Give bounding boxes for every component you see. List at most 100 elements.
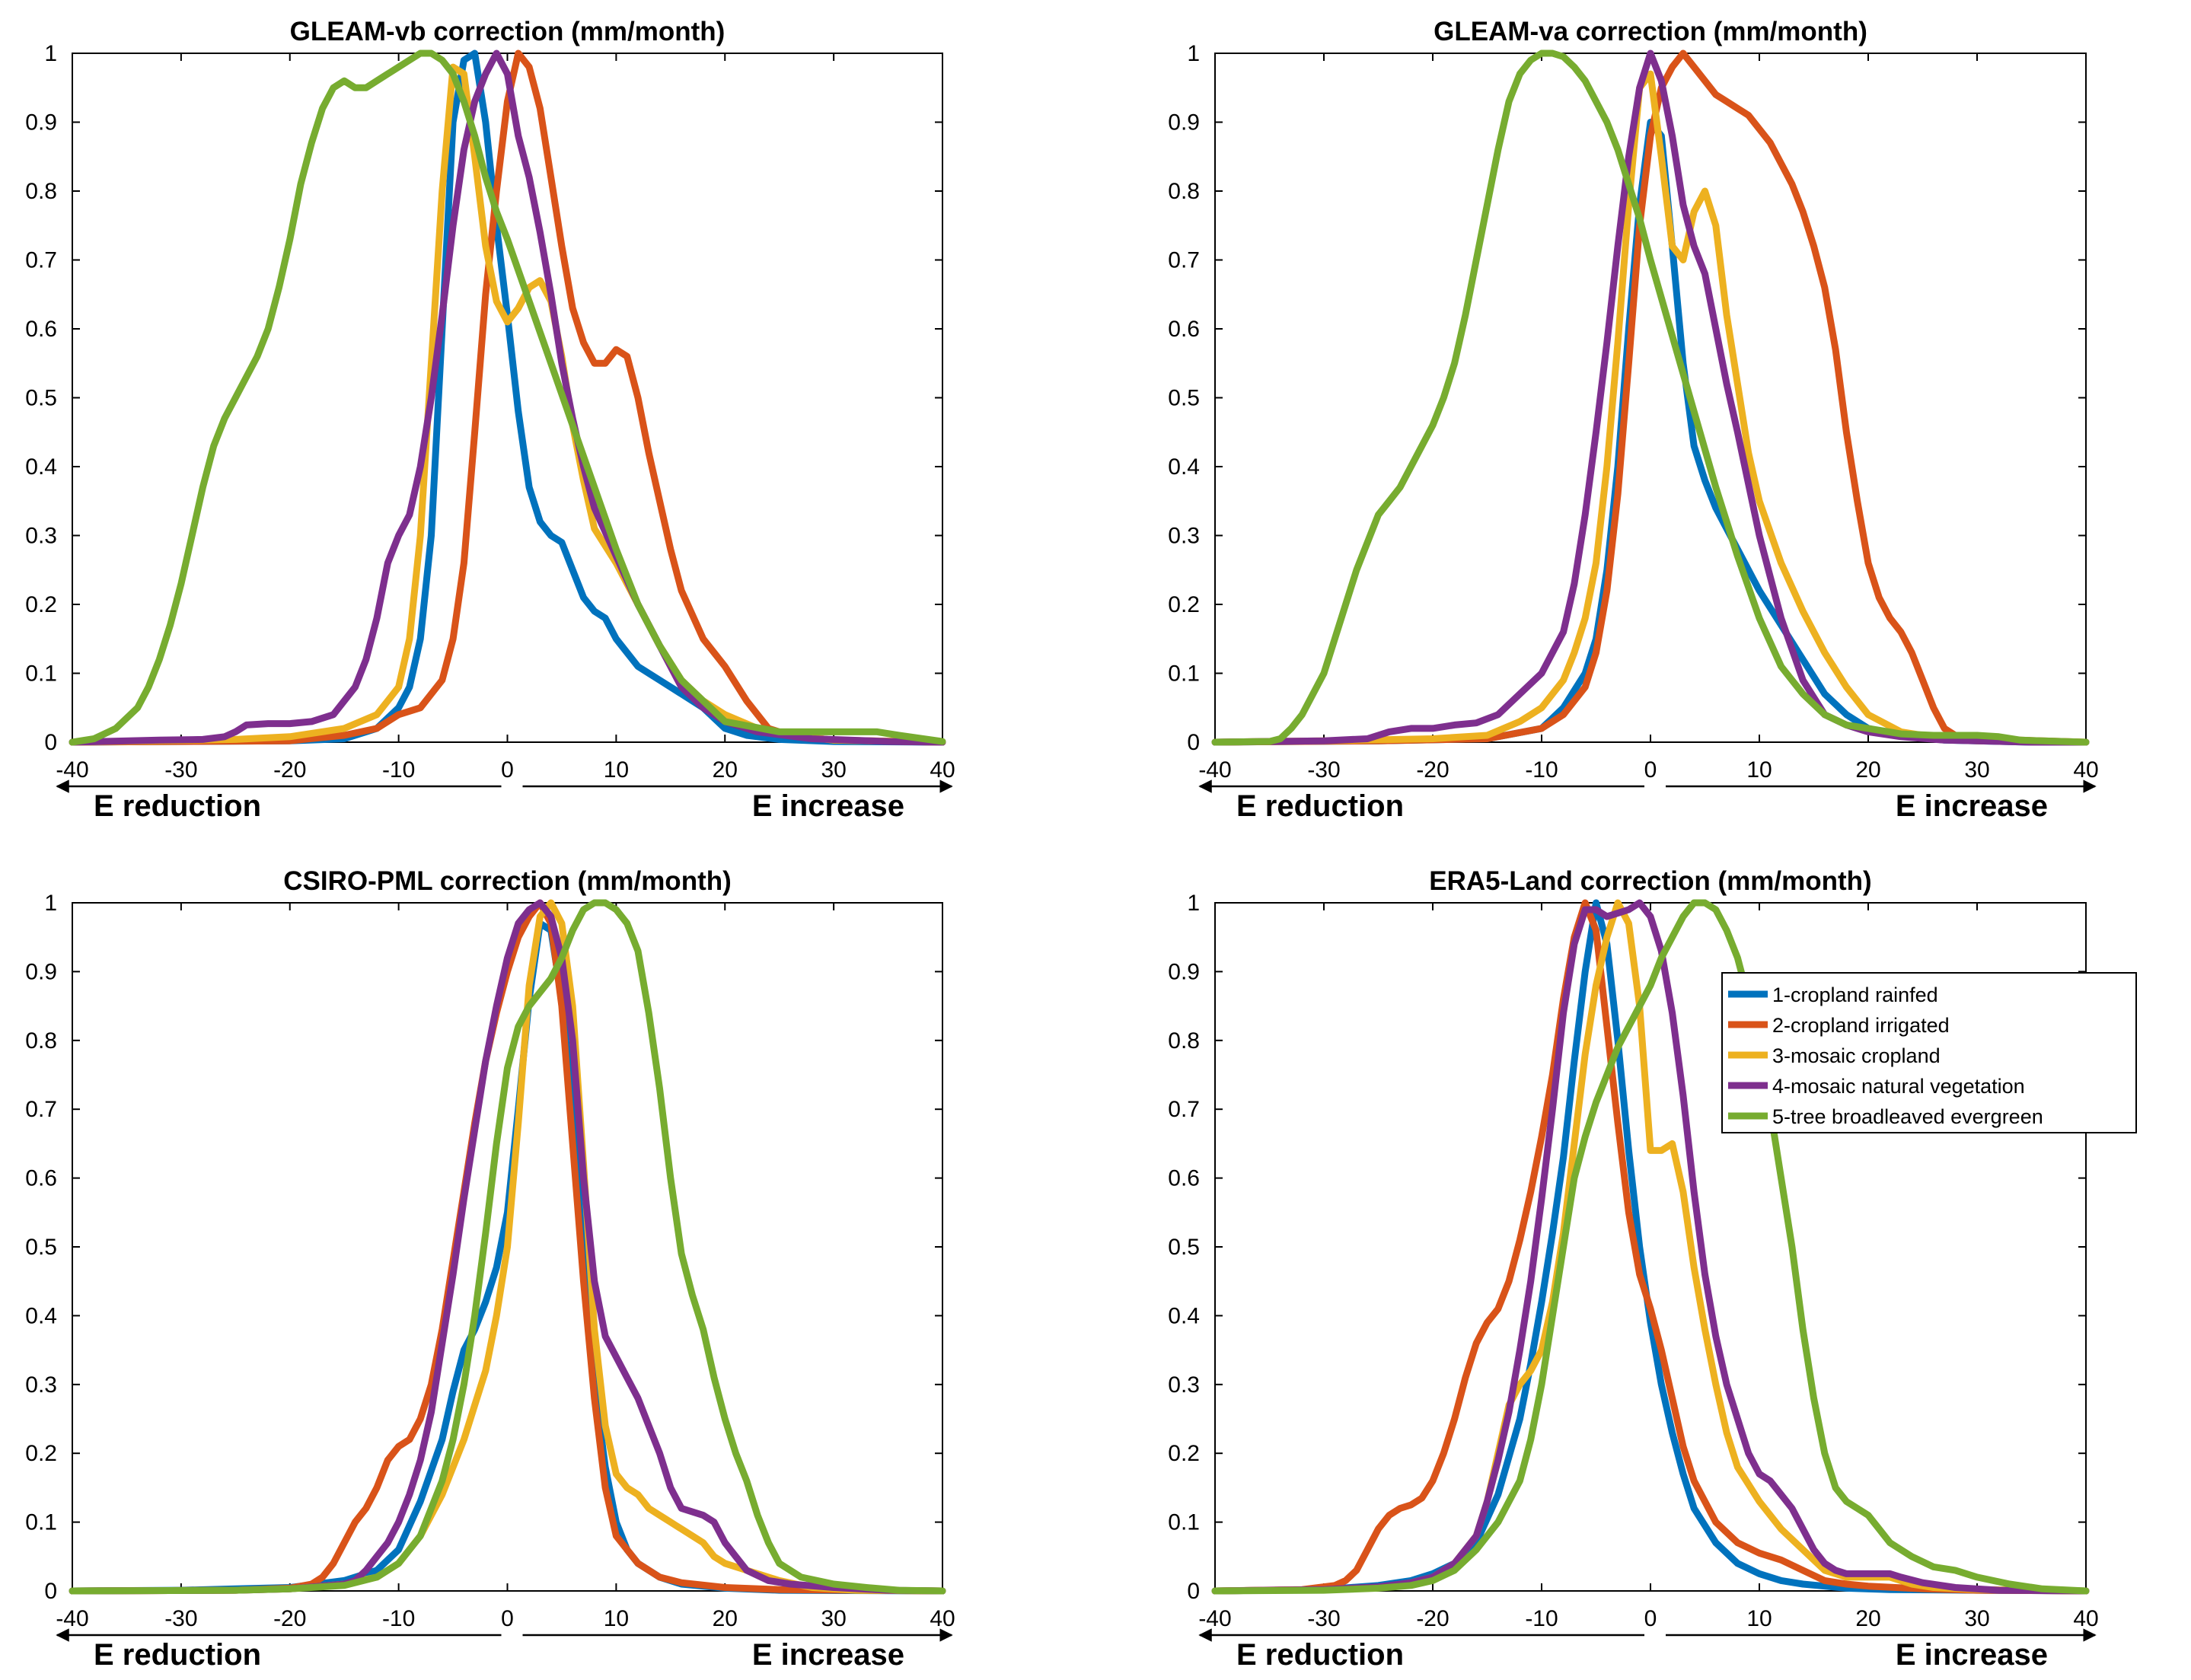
legend-label: 5-tree broadleaved evergreen [1772,1105,2043,1128]
series-line-4 [1211,899,2090,1595]
y-tick-label: 0.7 [1168,1097,1200,1122]
x-tick-label: -20 [273,757,306,783]
series-line-3 [69,63,946,746]
series-line-3 [69,899,946,1595]
chart-title: GLEAM-vb correction (mm/month) [290,17,726,46]
y-tick-label: 0.7 [1168,248,1200,273]
chart-panel-1: GLEAM-vb correction (mm/month) 0 0.1 0.2 0.3… [25,17,955,823]
y-tick-label: 0.5 [1168,386,1200,411]
y-tick-label: 0.2 [25,592,57,617]
e-increase-label: E increase [1896,789,2048,823]
y-tick-label: 1 [44,41,57,66]
x-tick-label: 0 [1644,1606,1657,1631]
x-tick-label: 10 [1746,757,1772,783]
y-tick-label: 1 [44,891,57,916]
series-line-1 [1211,119,2090,746]
legend-label: 1-cropland rainfed [1772,983,1938,1006]
x-tick-label: -30 [1307,757,1340,783]
x-tick-label: 0 [501,1606,514,1631]
y-tick-label: 0.9 [25,959,57,984]
x-tick-label: 30 [1964,757,1989,783]
x-tick-label: 20 [713,1606,738,1631]
x-tick-label: 40 [930,757,955,783]
y-tick-label: 0.6 [25,317,57,342]
x-tick-label: 30 [1964,1606,1989,1631]
legend-item-4: 4-mosaic natural vegetation [1728,1075,2025,1098]
e-reduction-label: E reduction [1236,789,1404,823]
y-tick-label: 0 [1187,730,1200,755]
y-tick-label: 0.4 [25,1303,57,1328]
series-line-4 [69,899,946,1595]
y-tick-label: 0.6 [25,1166,57,1191]
y-tick-label: 0.1 [25,661,57,687]
y-tick-label: 0.7 [25,1097,57,1122]
series-line-2 [69,49,946,746]
x-tick-label: -20 [273,1606,306,1631]
x-tick-label: 30 [821,757,846,783]
x-tick-label: 20 [1855,1606,1880,1631]
y-tick-label: 0.8 [1168,179,1200,204]
y-tick-label: 0 [1187,1579,1200,1604]
series-line-4 [69,49,946,746]
chart-title: GLEAM-va correction (mm/month) [1434,17,1867,46]
x-tick-label: 10 [1746,1606,1772,1631]
series-line-5 [1211,49,2090,746]
x-tick-label: -10 [382,1606,415,1631]
x-tick-label: -40 [56,757,88,783]
y-tick-label: 0.2 [25,1441,57,1466]
y-tick-label: 0.9 [25,110,57,135]
y-tick-label: 1 [1187,891,1200,916]
legend-item-3: 3-mosaic cropland [1728,1044,1941,1067]
y-tick-label: 0.5 [25,1235,57,1260]
x-tick-label: -30 [1307,1606,1340,1631]
y-tick-label: 0.8 [1168,1028,1200,1054]
x-tick-label: -20 [1416,757,1449,783]
y-tick-label: 0.4 [1168,454,1200,480]
x-tick-label: -30 [164,757,197,783]
y-tick-label: 0.6 [1168,1166,1200,1191]
legend: 1-cropland rainfed 2-cropland irrigated 3-… [1721,972,2137,1133]
y-tick-label: 0.1 [25,1510,57,1535]
y-tick-label: 0.6 [1168,317,1200,342]
y-tick-label: 0.9 [1168,110,1200,135]
y-tick-label: 0.5 [1168,1235,1200,1260]
plot-frame [72,53,943,743]
y-tick-label: 0.2 [1168,1441,1200,1466]
y-tick-label: 0.3 [1168,524,1200,549]
y-tick-label: 0 [44,730,57,755]
series-line-5 [69,899,946,1595]
series-line-3 [1211,70,2090,746]
e-increase-label: E increase [752,1638,904,1672]
x-tick-label: 0 [501,757,514,783]
y-tick-label: 0.5 [25,386,57,411]
chart-panel-2: GLEAM-va correction (mm/month) 0 0.1 0.2 0.3… [1168,17,2098,823]
y-tick-label: 0.2 [1168,592,1200,617]
y-tick-label: 0.9 [1168,959,1200,984]
x-tick-label: 40 [2073,1606,2098,1631]
e-increase-label: E increase [752,789,904,823]
e-increase-label: E increase [1896,1638,2048,1672]
chart-title: ERA5-Land correction (mm/month) [1429,866,1871,896]
x-tick-label: 10 [604,1606,629,1631]
y-tick-label: 0.3 [25,1372,57,1398]
legend-item-1: 1-cropland rainfed [1728,983,1938,1006]
legend-label: 3-mosaic cropland [1772,1044,1941,1067]
y-tick-label: 0.4 [25,454,57,480]
x-tick-label: -30 [164,1606,197,1631]
x-tick-label: -40 [1198,757,1231,783]
series-line-5 [69,49,946,746]
y-tick-label: 0.1 [1168,1510,1200,1535]
chart-panel-4: ERA5-Land correction (mm/month) 0 0.1 0.2 0.… [1168,866,2098,1672]
x-tick-label: 30 [821,1606,846,1631]
legend-label: 2-cropland irrigated [1772,1014,1950,1037]
series-line-1 [69,49,946,746]
x-tick-label: -20 [1416,1606,1449,1631]
series-line-2 [1211,49,2090,746]
y-tick-label: 0.4 [1168,1303,1200,1328]
y-tick-label: 0.8 [25,179,57,204]
e-reduction-label: E reduction [94,1638,261,1672]
e-reduction-label: E reduction [94,789,261,823]
y-tick-label: 0.7 [25,248,57,273]
x-tick-label: 40 [930,1606,955,1631]
